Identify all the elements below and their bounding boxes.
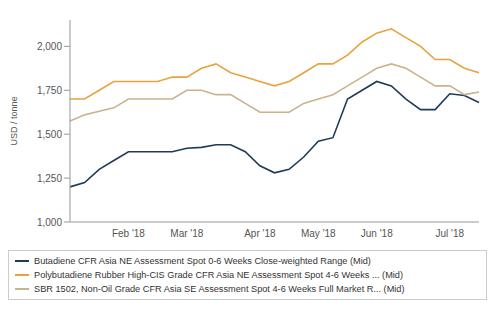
svg-text:Mar '18: Mar '18 — [170, 228, 203, 239]
svg-text:1,250: 1,250 — [37, 173, 62, 184]
svg-text:Feb '18: Feb '18 — [112, 228, 145, 239]
svg-text:1,500: 1,500 — [37, 129, 62, 140]
svg-text:USD / tonne: USD / tonne — [9, 96, 19, 145]
html-text:Polybutadiene Rubber High-CIS: Polybutadiene Rubber High-CIS Grade CFR … — [34, 270, 403, 280]
html-text:Butadiene CFR Asia NE Assessme: Butadiene CFR Asia NE Assessment Spot 0-… — [34, 256, 371, 266]
svg-text:Jun '18: Jun '18 — [361, 228, 393, 239]
svg-text:Apr '18: Apr '18 — [244, 228, 276, 239]
svg-text:2,000: 2,000 — [37, 41, 62, 52]
svg-text:May '18: May '18 — [301, 228, 336, 239]
svg-text:Jul '18: Jul '18 — [435, 228, 464, 239]
svg-text:1,000: 1,000 — [37, 217, 62, 228]
html-text:SBR 1502, Non-Oil Grade CFR As: SBR 1502, Non-Oil Grade CFR Asia SE Asse… — [34, 284, 405, 294]
svg-text:1,750: 1,750 — [37, 85, 62, 96]
